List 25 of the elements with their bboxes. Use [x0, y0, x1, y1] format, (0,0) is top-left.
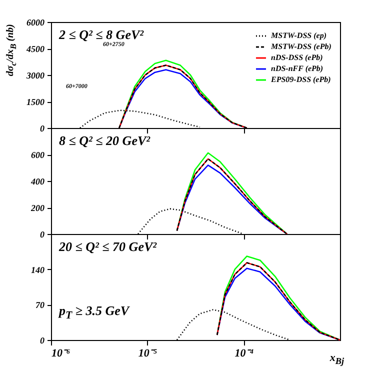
x-axis-title: x$_{Bj}$ [330, 352, 344, 366]
annotation: 8 ≤ Q² ≤ 20 GeV² [59, 133, 150, 148]
y-tick-label: 400 [30, 176, 45, 186]
y-tick-label: 4500 [26, 44, 45, 54]
y-tick-label: 200 [30, 203, 45, 213]
y-tick-label: 70 [36, 300, 45, 310]
y-tick-label: 6000 [26, 18, 45, 28]
x-tick-label: 10⁻⁶ [52, 348, 70, 360]
annotation: p$_{T}$ ≥ 3.5 GeV [59, 303, 130, 322]
x-tick-label: 10⁻⁴ [234, 348, 254, 360]
y-tick-label: 0 [40, 230, 45, 240]
legend-label: EPS09-DSS (ePb) [270, 75, 332, 84]
legend-label: nDS-nFF (ePb) [271, 64, 324, 73]
y-tick-label: 0 [40, 336, 45, 346]
y-tick-label: 0 [40, 124, 45, 134]
y-tick-label: 1500 [26, 97, 45, 107]
legend-label: MSTW-DSS (ep) [270, 31, 327, 40]
annotation: 20 ≤ Q² ≤ 70 GeV² [59, 239, 157, 254]
legend-label: MSTW-DSS (ePb) [270, 42, 332, 51]
legend-label: nDS-DSS (ePb) [271, 53, 324, 62]
y-tick-label: 3000 [26, 70, 45, 80]
x-tick-label: 10⁻⁵ [138, 348, 158, 360]
annotation: 2 ≤ Q² ≤ 8 GeV² [59, 27, 144, 42]
y-tick-label: 140 [31, 264, 45, 275]
y-tick-label: 600 [31, 150, 45, 160]
